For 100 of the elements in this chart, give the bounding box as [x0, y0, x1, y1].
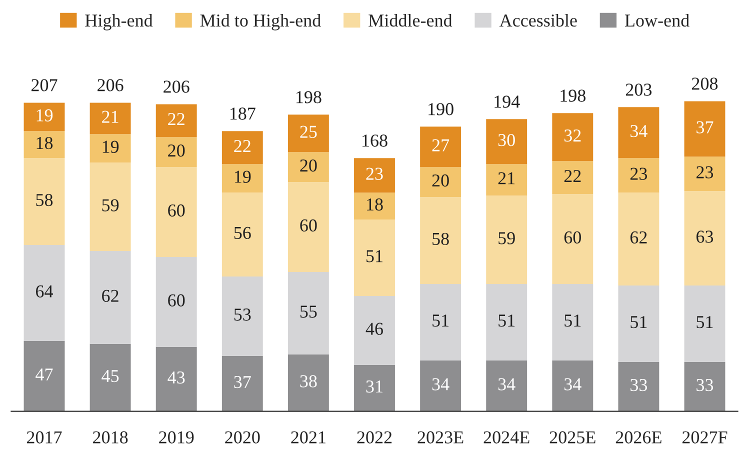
data-label: 19	[36, 109, 53, 122]
data-label: 25	[300, 126, 317, 138]
data-label: 51	[498, 314, 515, 327]
data-label: 34	[432, 378, 450, 390]
bar	[420, 284, 462, 360]
x-tick-label: 2027F	[682, 431, 728, 444]
total-label: 198	[296, 91, 322, 104]
bar	[24, 131, 65, 158]
bar	[90, 134, 131, 163]
data-label: 60	[168, 204, 185, 217]
data-label: 62	[630, 231, 647, 244]
data-label: 23	[366, 168, 383, 180]
data-label: 56	[234, 226, 251, 240]
total-label: 208	[692, 78, 718, 90]
data-label: 51	[366, 250, 382, 262]
data-label: 51	[564, 314, 581, 327]
x-tick-label: 2019	[159, 431, 194, 444]
data-label: 38	[300, 375, 317, 388]
bar	[24, 158, 65, 246]
bar	[24, 245, 65, 341]
legend-label: High-end	[85, 14, 153, 30]
bar	[288, 152, 329, 182]
x-tick-label: 2023E	[418, 431, 464, 444]
x-tick-label: 2021	[291, 431, 326, 444]
bar	[420, 360, 462, 412]
bar	[684, 362, 726, 412]
data-label: 43	[168, 371, 185, 384]
data-label: 46	[366, 322, 383, 335]
data-label: 19	[234, 170, 251, 183]
data-label: 20	[300, 159, 317, 172]
data-label: 18	[36, 136, 53, 150]
bar	[684, 285, 726, 362]
bar	[156, 167, 197, 257]
data-label: 51	[696, 316, 713, 328]
bar	[156, 346, 197, 412]
data-label: 34	[498, 378, 516, 390]
total-label: 198	[560, 90, 586, 102]
x-tick-label: 2025E	[550, 431, 596, 444]
data-label: 58	[432, 232, 449, 246]
data-label: 20	[168, 144, 185, 157]
total-label: 206	[98, 79, 124, 92]
total-label: 206	[164, 80, 190, 93]
data-label: 59	[498, 232, 515, 244]
data-label: 30	[498, 134, 515, 146]
data-label: 31	[366, 380, 382, 393]
bar	[420, 167, 462, 198]
data-label: 45	[102, 370, 119, 382]
total-label: 168	[362, 134, 388, 147]
data-label: 64	[36, 285, 54, 298]
data-label: 20	[432, 174, 449, 187]
data-label: 33	[630, 378, 648, 392]
data-label: 32	[564, 130, 581, 142]
data-label: 23	[696, 166, 714, 178]
legend-label: Low-end	[624, 14, 690, 27]
bar	[618, 192, 660, 286]
bar	[486, 164, 528, 196]
bar	[420, 126, 462, 168]
bar	[24, 340, 65, 412]
data-label: 37	[234, 376, 251, 388]
bar	[552, 360, 594, 412]
bar	[90, 102, 131, 134]
bar	[486, 284, 528, 360]
data-label: 59	[102, 199, 119, 212]
bar	[354, 192, 395, 220]
x-tick-label: 2026E	[616, 431, 662, 444]
bar	[90, 162, 131, 252]
bar	[618, 158, 660, 193]
data-label: 62	[102, 290, 118, 302]
total-label: 194	[494, 96, 520, 108]
bar	[552, 194, 594, 284]
bar	[354, 364, 395, 412]
bar	[552, 113, 594, 162]
data-label: 34	[564, 378, 582, 390]
bar	[354, 158, 395, 193]
data-label: 55	[300, 306, 317, 318]
x-tick-label: 2022	[357, 431, 392, 444]
bar	[486, 360, 528, 412]
total-label: 187	[230, 108, 256, 120]
bar	[684, 156, 726, 192]
bar	[288, 354, 329, 412]
bar	[222, 276, 263, 356]
data-label: 22	[234, 140, 250, 152]
data-label: 23	[630, 168, 648, 180]
data-label: 37	[696, 121, 714, 134]
data-label: 51	[630, 316, 647, 328]
bar	[90, 344, 131, 412]
bar	[486, 196, 528, 284]
data-label: 53	[234, 308, 251, 321]
bar	[222, 356, 263, 412]
bar	[354, 220, 395, 296]
bar	[552, 284, 594, 360]
legend-label: Middle-end	[368, 14, 452, 27]
data-label: 33	[696, 378, 714, 392]
data-label: 22	[168, 113, 184, 126]
data-label: 47	[36, 368, 53, 380]
bar	[288, 182, 329, 272]
data-label: 18	[367, 198, 383, 211]
x-tick-label: 2020	[225, 431, 260, 444]
bar	[486, 119, 528, 164]
total-label: 203	[626, 84, 652, 96]
